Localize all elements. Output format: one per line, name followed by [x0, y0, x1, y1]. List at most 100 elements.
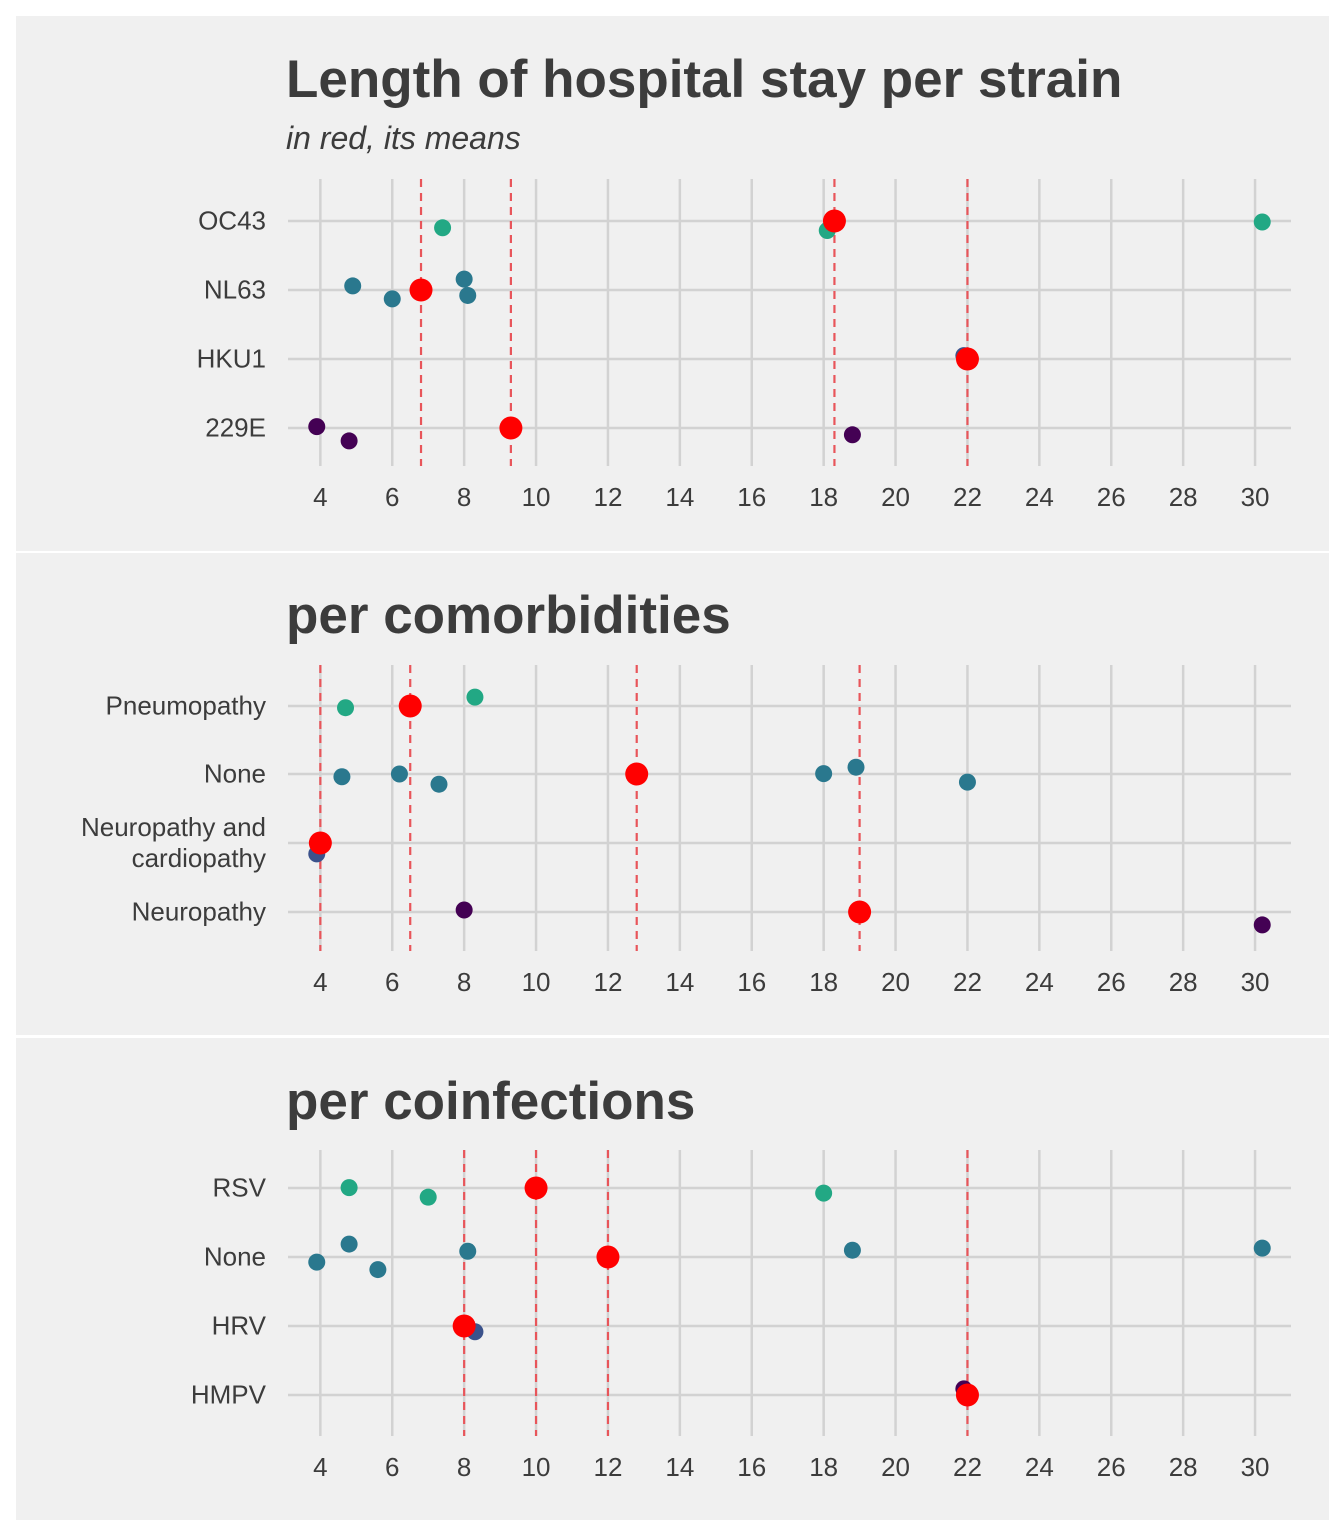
- x-tick-label: 20: [881, 1452, 910, 1482]
- y-category-label: OC43: [198, 205, 266, 236]
- data-point: [815, 765, 833, 783]
- y-category-label: Neuropathy and cardiopathy: [80, 812, 266, 873]
- x-tick-label: 28: [1169, 1452, 1198, 1482]
- x-tick-label: 26: [1097, 1452, 1126, 1482]
- chart-panel-coinfections: per coinfections 4 6 8 10 12 14 16 18 20 22 24 26 28…: [16, 1038, 1329, 1520]
- x-tick-label: 20: [881, 967, 910, 997]
- x-tick-label: 6: [385, 1452, 399, 1482]
- x-tick-label: 16: [737, 482, 766, 512]
- data-point: [340, 1235, 358, 1253]
- x-tick-label: 4: [313, 967, 327, 997]
- data-point: [459, 1242, 477, 1260]
- y-category-label: 229E: [205, 412, 266, 443]
- y-category-label: NL63: [203, 274, 266, 305]
- x-tick-label: 4: [313, 1452, 327, 1482]
- x-tick-label: 22: [953, 967, 982, 997]
- x-tick-label: 26: [1097, 967, 1126, 997]
- x-tick-label: 28: [1169, 967, 1198, 997]
- mean-point: [822, 209, 846, 233]
- chart-panel-comorbidities: per comorbidities 4 6 8 10 12 14 16 18 20 22 24 26 2…: [16, 553, 1329, 1035]
- x-tick-label: 18: [809, 1452, 838, 1482]
- x-tick-label: 30: [1241, 482, 1270, 512]
- data-point: [308, 418, 326, 436]
- data-point: [455, 901, 473, 919]
- data-point: [337, 699, 355, 717]
- mean-point: [452, 1314, 476, 1338]
- x-tick-label: 18: [809, 967, 838, 997]
- mean-point: [955, 347, 979, 371]
- x-tick-label: 24: [1025, 1452, 1054, 1482]
- data-point: [340, 1179, 358, 1197]
- x-tick-label: 12: [593, 1452, 622, 1482]
- mean-point: [524, 1176, 548, 1200]
- mean-point: [955, 1383, 979, 1407]
- mean-point: [499, 416, 523, 440]
- data-point: [847, 758, 865, 776]
- mean-point: [848, 900, 872, 924]
- y-category-label: Neuropathy: [131, 896, 266, 927]
- data-point: [459, 286, 477, 304]
- x-tick-label: 8: [457, 967, 471, 997]
- data-point: [1253, 213, 1271, 231]
- data-point: [333, 768, 351, 786]
- x-tick-label: 22: [953, 482, 982, 512]
- y-category-label: HKU1: [196, 343, 266, 374]
- x-tick-label: 14: [665, 967, 694, 997]
- mean-point: [398, 694, 422, 718]
- x-tick-label: 18: [809, 482, 838, 512]
- chart-title: per comorbidities: [286, 586, 731, 645]
- data-point: [383, 290, 401, 308]
- x-tick-label: 30: [1241, 967, 1270, 997]
- x-tick-label: 10: [522, 482, 551, 512]
- x-tick-label: 6: [385, 482, 399, 512]
- data-point: [369, 1261, 387, 1279]
- y-category-label: HRV: [211, 1310, 266, 1341]
- data-point: [455, 270, 473, 288]
- x-tick-label: 14: [665, 1452, 694, 1482]
- x-tick-label: 22: [953, 1452, 982, 1482]
- mean-point: [596, 1245, 620, 1269]
- x-tick-label: 20: [881, 482, 910, 512]
- mean-point: [625, 762, 649, 786]
- x-tick-label: 24: [1025, 482, 1054, 512]
- y-category-label: HMPV: [190, 1379, 266, 1410]
- x-tick-label: 16: [737, 967, 766, 997]
- chart-title: per coinfections: [286, 1072, 696, 1131]
- plot-area: 4 6 8 10 12 14 16 18 20 22 24 26 28 30: [288, 665, 1291, 997]
- plot-area: 4 6 8 10 12 14 16 18 20 22 24 26 28 30: [288, 179, 1291, 512]
- x-tick-label: 12: [593, 967, 622, 997]
- x-tick-label: 4: [313, 482, 327, 512]
- x-tick-label: 28: [1169, 482, 1198, 512]
- data-point: [390, 765, 408, 783]
- data-point: [843, 426, 861, 444]
- x-tick-label: 24: [1025, 967, 1054, 997]
- data-point: [1253, 1239, 1271, 1257]
- y-category-label: None: [203, 758, 266, 789]
- x-tick-label: 8: [457, 482, 471, 512]
- x-tick-label: 12: [593, 482, 622, 512]
- chart-panel-strain: Length of hospital stay per strain in re…: [16, 16, 1329, 551]
- x-tick-label: 14: [665, 482, 694, 512]
- data-point: [434, 219, 452, 237]
- data-point: [430, 775, 448, 793]
- x-tick-label: 10: [522, 967, 551, 997]
- data-point: [340, 432, 358, 450]
- y-category-label: None: [203, 1241, 266, 1272]
- x-tick-label: 10: [522, 1452, 551, 1482]
- data-point: [815, 1184, 833, 1202]
- x-tick-label: 30: [1241, 1452, 1270, 1482]
- x-tick-label: 26: [1097, 482, 1126, 512]
- y-category-label: RSV: [212, 1172, 266, 1203]
- x-tick-label: 6: [385, 967, 399, 997]
- data-point: [958, 773, 976, 791]
- data-point: [308, 1253, 326, 1271]
- data-point: [466, 688, 484, 706]
- plot-area: 4 6 8 10 12 14 16 18 20 22 24 26 28 30: [288, 1150, 1291, 1482]
- data-point: [1253, 916, 1271, 934]
- y-category-label: Pneumopathy: [105, 690, 266, 721]
- chart-subtitle: in red, its means: [286, 120, 521, 156]
- data-point: [419, 1188, 437, 1206]
- x-tick-label: 8: [457, 1452, 471, 1482]
- chart-title: Length of hospital stay per strain: [286, 50, 1123, 109]
- data-point: [843, 1241, 861, 1259]
